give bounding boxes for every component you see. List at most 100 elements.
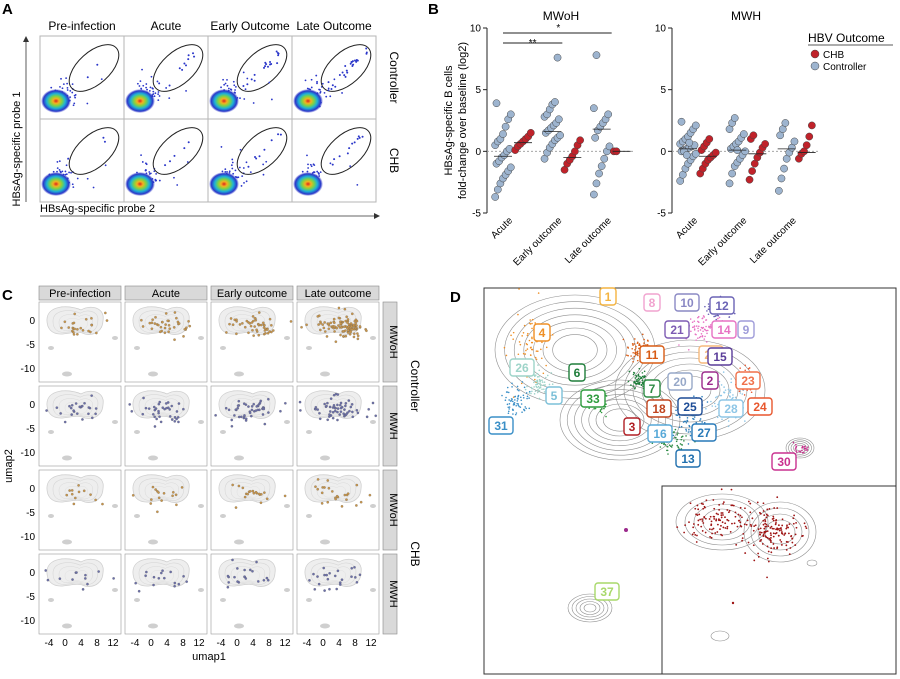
- d-cell-point: [748, 367, 751, 369]
- c-small-cluster: [148, 371, 158, 377]
- flow-gated-event: [346, 71, 349, 74]
- d-cell-point: [792, 441, 795, 444]
- d-contour: [523, 314, 627, 386]
- d-cluster-label-11: 11: [639, 345, 665, 364]
- b-facet-title: MWH: [731, 9, 761, 23]
- c-cell-point: [94, 412, 97, 416]
- d-contour: [583, 603, 597, 613]
- b-legend-label: Controller: [823, 62, 867, 73]
- c-cell-point: [348, 332, 352, 336]
- flow-event: [65, 164, 68, 167]
- d-inset-point: [765, 516, 768, 519]
- flow-event: [304, 79, 307, 82]
- d-cell-point: [634, 382, 637, 385]
- c-cell-point: [323, 402, 326, 406]
- d-cell-point: [635, 351, 637, 354]
- b-category-label: Acute: [674, 215, 700, 241]
- flow-gated-event: [270, 139, 273, 142]
- c-cell-point: [243, 325, 247, 329]
- c-umap-cell: [38, 553, 122, 635]
- c-density-fill: [133, 390, 190, 419]
- d-inset-point: [734, 511, 737, 514]
- c-cell-point: [58, 577, 62, 581]
- d-inset-point: [768, 537, 771, 540]
- c-cell-point: [262, 578, 266, 582]
- c-cell-point: [260, 493, 263, 496]
- d-cell-point: [538, 383, 541, 385]
- d-inset-point: [770, 541, 772, 544]
- d-cell-point: [676, 433, 679, 436]
- c-cell-point: [250, 321, 254, 324]
- flow-gated-event: [255, 157, 258, 160]
- d-cell-point: [637, 382, 639, 384]
- d-inset-point: [694, 534, 697, 536]
- c-cell-point: [249, 414, 253, 418]
- d-inset-point: [792, 517, 795, 520]
- flow-gate: [152, 127, 204, 175]
- flow-event: [262, 163, 265, 166]
- d-cell-point: [536, 350, 539, 353]
- flow-event: [220, 146, 223, 148]
- d-cell-point: [540, 348, 542, 351]
- c-small-cluster: [370, 336, 376, 340]
- c-x-tick-label: 12: [279, 638, 291, 649]
- d-contour: [581, 394, 659, 446]
- c-cell-point: [314, 406, 318, 409]
- c-cell-point: [251, 329, 254, 332]
- flow-event: [168, 97, 171, 100]
- d-cell-point: [717, 317, 719, 320]
- c-cell-point: [327, 486, 331, 490]
- c-small-cluster: [234, 623, 244, 629]
- c-cell-point: [272, 329, 275, 332]
- d-inset-point: [735, 543, 738, 546]
- d-cell-point: [518, 341, 521, 343]
- c-umap-cell: [38, 301, 122, 383]
- flow-event: [268, 81, 271, 84]
- c-cell-point: [284, 401, 287, 405]
- d-cell-point: [705, 341, 708, 343]
- d-cell-point: [643, 342, 645, 344]
- panel-letter-a: A: [2, 1, 13, 18]
- d-cell-point: [643, 370, 646, 373]
- d-inset-point: [724, 527, 727, 529]
- d-cluster-badge: [643, 293, 661, 312]
- d-cell-point: [675, 440, 678, 443]
- d-cell-point: [732, 394, 734, 396]
- c-cell-point: [152, 583, 155, 587]
- c-cell-point: [153, 425, 157, 428]
- flow-event: [243, 98, 246, 100]
- flow-gated-event: [277, 52, 280, 55]
- b-data-point: [592, 51, 601, 59]
- d-inset-point: [724, 522, 727, 525]
- d-inset-point: [722, 501, 725, 504]
- d-cell-point: [750, 391, 753, 394]
- b-category-label: Early outcome: [696, 215, 749, 268]
- flow-event: [76, 177, 79, 180]
- flow-event: [58, 160, 61, 163]
- d-inset-point: [787, 532, 790, 535]
- d-cell-point: [627, 346, 629, 349]
- c-cell-point: [326, 500, 330, 504]
- d-cluster-id: 37: [600, 585, 614, 599]
- c-cell-point: [336, 407, 340, 410]
- d-cluster-id: 10: [680, 296, 694, 310]
- d-cell-point: [600, 411, 603, 414]
- b-data-point: [730, 114, 739, 122]
- d-cell-point: [699, 335, 702, 338]
- d-cell-point: [631, 347, 634, 350]
- d-cell-point: [727, 388, 730, 391]
- flow-plot-cell: [39, 118, 125, 203]
- flow-event: [242, 71, 245, 74]
- flow-event: [156, 80, 159, 83]
- d-inset-point: [688, 521, 690, 524]
- flow-event: [72, 104, 75, 107]
- d-cell-point: [524, 406, 527, 408]
- d-inset-point: [768, 507, 771, 510]
- flow-gated-event: [253, 73, 256, 76]
- c-cell-point: [343, 307, 347, 311]
- c-cell-point: [163, 326, 167, 330]
- d-inset-point: [763, 531, 766, 533]
- c-small-cluster: [234, 371, 244, 377]
- c-row-strip: [382, 469, 398, 551]
- d-cell-point: [517, 404, 520, 407]
